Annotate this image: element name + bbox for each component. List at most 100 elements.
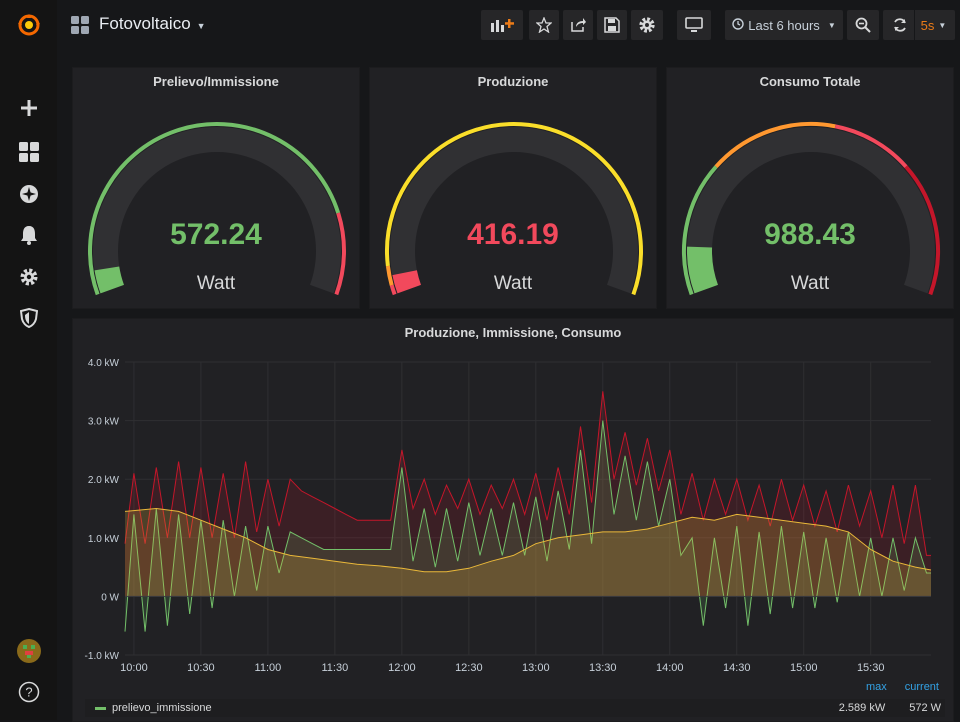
y-tick-label: 4.0 kW [88, 358, 120, 369]
gauge-unit: Watt [493, 273, 533, 294]
dashboards-icon[interactable] [10, 137, 48, 167]
gauge-threshold-arc [682, 165, 718, 296]
plus-icon[interactable] [10, 93, 48, 123]
legend-row[interactable]: prelievo_immissione 2.589 kW 572 W [85, 699, 945, 717]
time-range-picker[interactable]: Last 6 hours ▼ [725, 10, 843, 40]
y-tick-label: 3.0 kW [88, 417, 120, 428]
time-range-label: Last 6 hours [748, 17, 820, 33]
help-label: ? [25, 685, 32, 700]
series-area [125, 420, 931, 632]
series-line [124, 420, 931, 632]
refresh-picker[interactable]: 5s ▼ [883, 10, 955, 40]
gauge-unit: Watt [790, 273, 830, 294]
avatar[interactable] [10, 636, 48, 666]
x-tick-label: 14:00 [656, 662, 684, 674]
add-panel-button[interactable] [481, 10, 523, 40]
legend-swatch[interactable] [95, 706, 106, 710]
gauge-title: Consumo Totale [759, 74, 861, 89]
x-tick-label: 15:00 [790, 662, 818, 674]
settings-button[interactable] [631, 10, 663, 40]
caret-down-icon: ▼ [827, 20, 836, 30]
x-tick-label: 10:30 [187, 662, 215, 674]
gauge-fill [94, 266, 124, 294]
series-area [125, 391, 931, 597]
gauge-value: 572.24 [170, 218, 262, 251]
gauge-threshold-arc [834, 124, 908, 169]
x-tick-label: 10:00 [120, 662, 148, 674]
top-navbar: Fotovoltaico ▼ Last 6 hours ▼ 5s ▼ [57, 0, 960, 52]
save-button[interactable] [597, 10, 627, 40]
refresh-icon [893, 18, 906, 32]
x-tick-label: 13:30 [589, 662, 617, 674]
divider [913, 10, 915, 40]
gauge-threshold-arc [385, 122, 643, 296]
gauge-threshold-arc [904, 165, 940, 296]
legend-header-current[interactable]: current [904, 681, 939, 693]
settings-icon [639, 17, 655, 33]
zoom-out-icon [855, 17, 871, 33]
graph-title: Produzione, Immissione, Consumo [404, 325, 622, 340]
gauge-dial [88, 122, 346, 296]
gauge-track [92, 126, 341, 294]
gauge-title: Prelievo/Immissione [153, 74, 279, 89]
x-tick-label: 11:30 [322, 662, 349, 674]
star-button[interactable] [529, 10, 559, 40]
star-icon [536, 17, 552, 33]
gauge-dial [385, 122, 643, 296]
legend-series-max: 2.589 kW [838, 702, 886, 714]
save-icon [604, 17, 620, 33]
gauge-threshold-arc [334, 212, 346, 296]
gauge-panel: Prelievo/Immissione 572.24 Watt [72, 67, 360, 309]
tv-mode-button[interactable] [677, 10, 711, 40]
zoom-out-button[interactable] [847, 10, 879, 40]
x-tick-label: 13:00 [522, 662, 550, 674]
gauge-threshold-arc [88, 122, 341, 296]
x-tick-label: 15:30 [857, 662, 885, 674]
gauge-panel: Consumo Totale 988.43 Watt [666, 67, 954, 309]
gauge-dial [682, 122, 940, 296]
gauge-fill [687, 246, 718, 294]
add-panel-icon [491, 19, 514, 32]
x-tick-label: 14:30 [723, 662, 751, 674]
series-area [125, 508, 931, 597]
gauge-track [687, 126, 935, 294]
x-tick-label: 11:00 [255, 662, 282, 674]
gauge-track [390, 126, 638, 294]
gauge-threshold-arc [385, 265, 394, 286]
clock-icon [732, 17, 744, 33]
tv-mode-icon [685, 17, 703, 32]
dashboards-icon [71, 16, 89, 39]
sidebar: ? [0, 0, 57, 720]
caret-down-icon: ▼ [938, 20, 947, 30]
refresh-interval: 5s [920, 17, 935, 33]
gauge-value: 416.19 [467, 218, 559, 251]
shield-icon[interactable] [10, 303, 48, 333]
dashboard-title-text: Fotovoltaico [99, 14, 191, 33]
y-tick-label: 1.0 kW [88, 534, 120, 545]
help-icon[interactable]: ? [10, 677, 48, 707]
caret-down-icon: ▼ [196, 20, 206, 31]
x-tick-label: 12:30 [455, 662, 483, 674]
series-line [124, 391, 931, 556]
dashboard-title[interactable]: Fotovoltaico ▼ [99, 14, 206, 34]
gauge-title: Produzione [477, 74, 549, 89]
explore-icon[interactable] [10, 179, 48, 209]
gear-icon[interactable] [10, 262, 48, 292]
share-icon [571, 18, 586, 32]
legend-header-max[interactable]: max [865, 681, 887, 693]
legend-series-current: 572 W [909, 702, 941, 714]
gauge-threshold-arc [389, 284, 397, 296]
y-tick-label: -1.0 kW [85, 651, 120, 662]
bell-icon[interactable] [10, 220, 48, 250]
gauge-unit: Watt [196, 273, 236, 294]
x-tick-label: 12:00 [388, 662, 416, 674]
share-button[interactable] [563, 10, 593, 40]
grafana-logo-icon[interactable] [10, 10, 48, 40]
gauge-value: 988.43 [764, 218, 856, 251]
gauge-panel: Produzione 416.19 Watt [369, 67, 657, 309]
legend-series-name[interactable]: prelievo_immissione [112, 702, 212, 714]
y-tick-label: 0 W [101, 592, 119, 603]
legend-headers: max current [866, 681, 939, 693]
series-line [124, 507, 932, 573]
